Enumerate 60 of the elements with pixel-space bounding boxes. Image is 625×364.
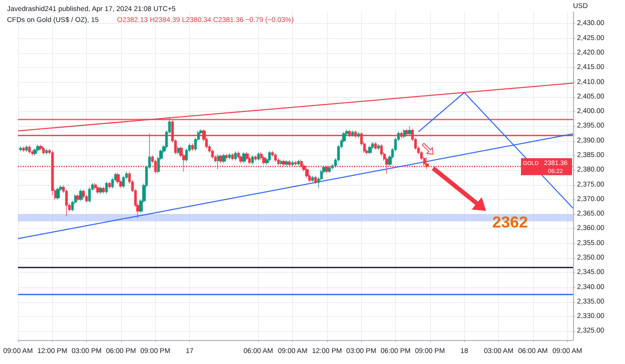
candlestick [65, 189, 68, 217]
candlestick [39, 144, 43, 151]
candlestick [94, 182, 97, 190]
candlestick [377, 144, 380, 150]
candlestick [314, 175, 317, 184]
candlestick [251, 154, 254, 165]
candlestick [99, 186, 103, 194]
candlestick [111, 177, 114, 189]
candlestick [254, 154, 257, 162]
candlestick [217, 154, 220, 170]
candlestick [88, 187, 91, 203]
candlestick [328, 166, 331, 174]
candlestick [19, 146, 22, 152]
candlestick [76, 194, 80, 202]
candlestick [42, 146, 45, 155]
candlestick [177, 146, 180, 155]
candlestick [108, 181, 111, 189]
candlestick [116, 172, 120, 184]
candlestick [231, 152, 234, 161]
candlestick [257, 152, 260, 162]
candlestick [122, 175, 125, 188]
candlestick [374, 142, 377, 150]
candlestick [219, 154, 223, 164]
candlestick [79, 189, 83, 202]
candlestick [28, 144, 31, 154]
candlestick [36, 144, 40, 152]
candlestick [400, 131, 403, 139]
candlestick [357, 132, 360, 138]
candlestick [311, 175, 314, 182]
candlestick [82, 189, 85, 199]
candlestick [96, 186, 100, 194]
candlestick [211, 149, 214, 160]
candlestick [285, 160, 289, 166]
candlestick [225, 153, 228, 160]
candlestick [242, 152, 246, 164]
candlestick [222, 153, 226, 164]
candlestick [274, 152, 277, 162]
candlestick [237, 151, 240, 160]
candlestick [33, 148, 37, 156]
candlestick [56, 187, 60, 200]
candlestick [351, 130, 354, 138]
candlestick [291, 160, 294, 167]
candlestick [245, 152, 249, 160]
candlestick [280, 159, 283, 166]
candlestick [297, 159, 300, 166]
candlestick [45, 148, 48, 155]
candlestick [228, 152, 231, 160]
candlestick [191, 143, 194, 152]
candlestick [403, 128, 406, 139]
candlestick [25, 144, 28, 152]
candlestick [408, 126, 412, 136]
annotation: 2362 [492, 214, 528, 232]
candlestick [105, 181, 108, 194]
candlestick [268, 150, 271, 162]
candlestick [102, 186, 105, 194]
candlestick [368, 145, 372, 155]
candlestick [234, 151, 237, 161]
candlestick [239, 154, 243, 164]
candlestick [22, 146, 25, 152]
candlestick [31, 150, 34, 156]
